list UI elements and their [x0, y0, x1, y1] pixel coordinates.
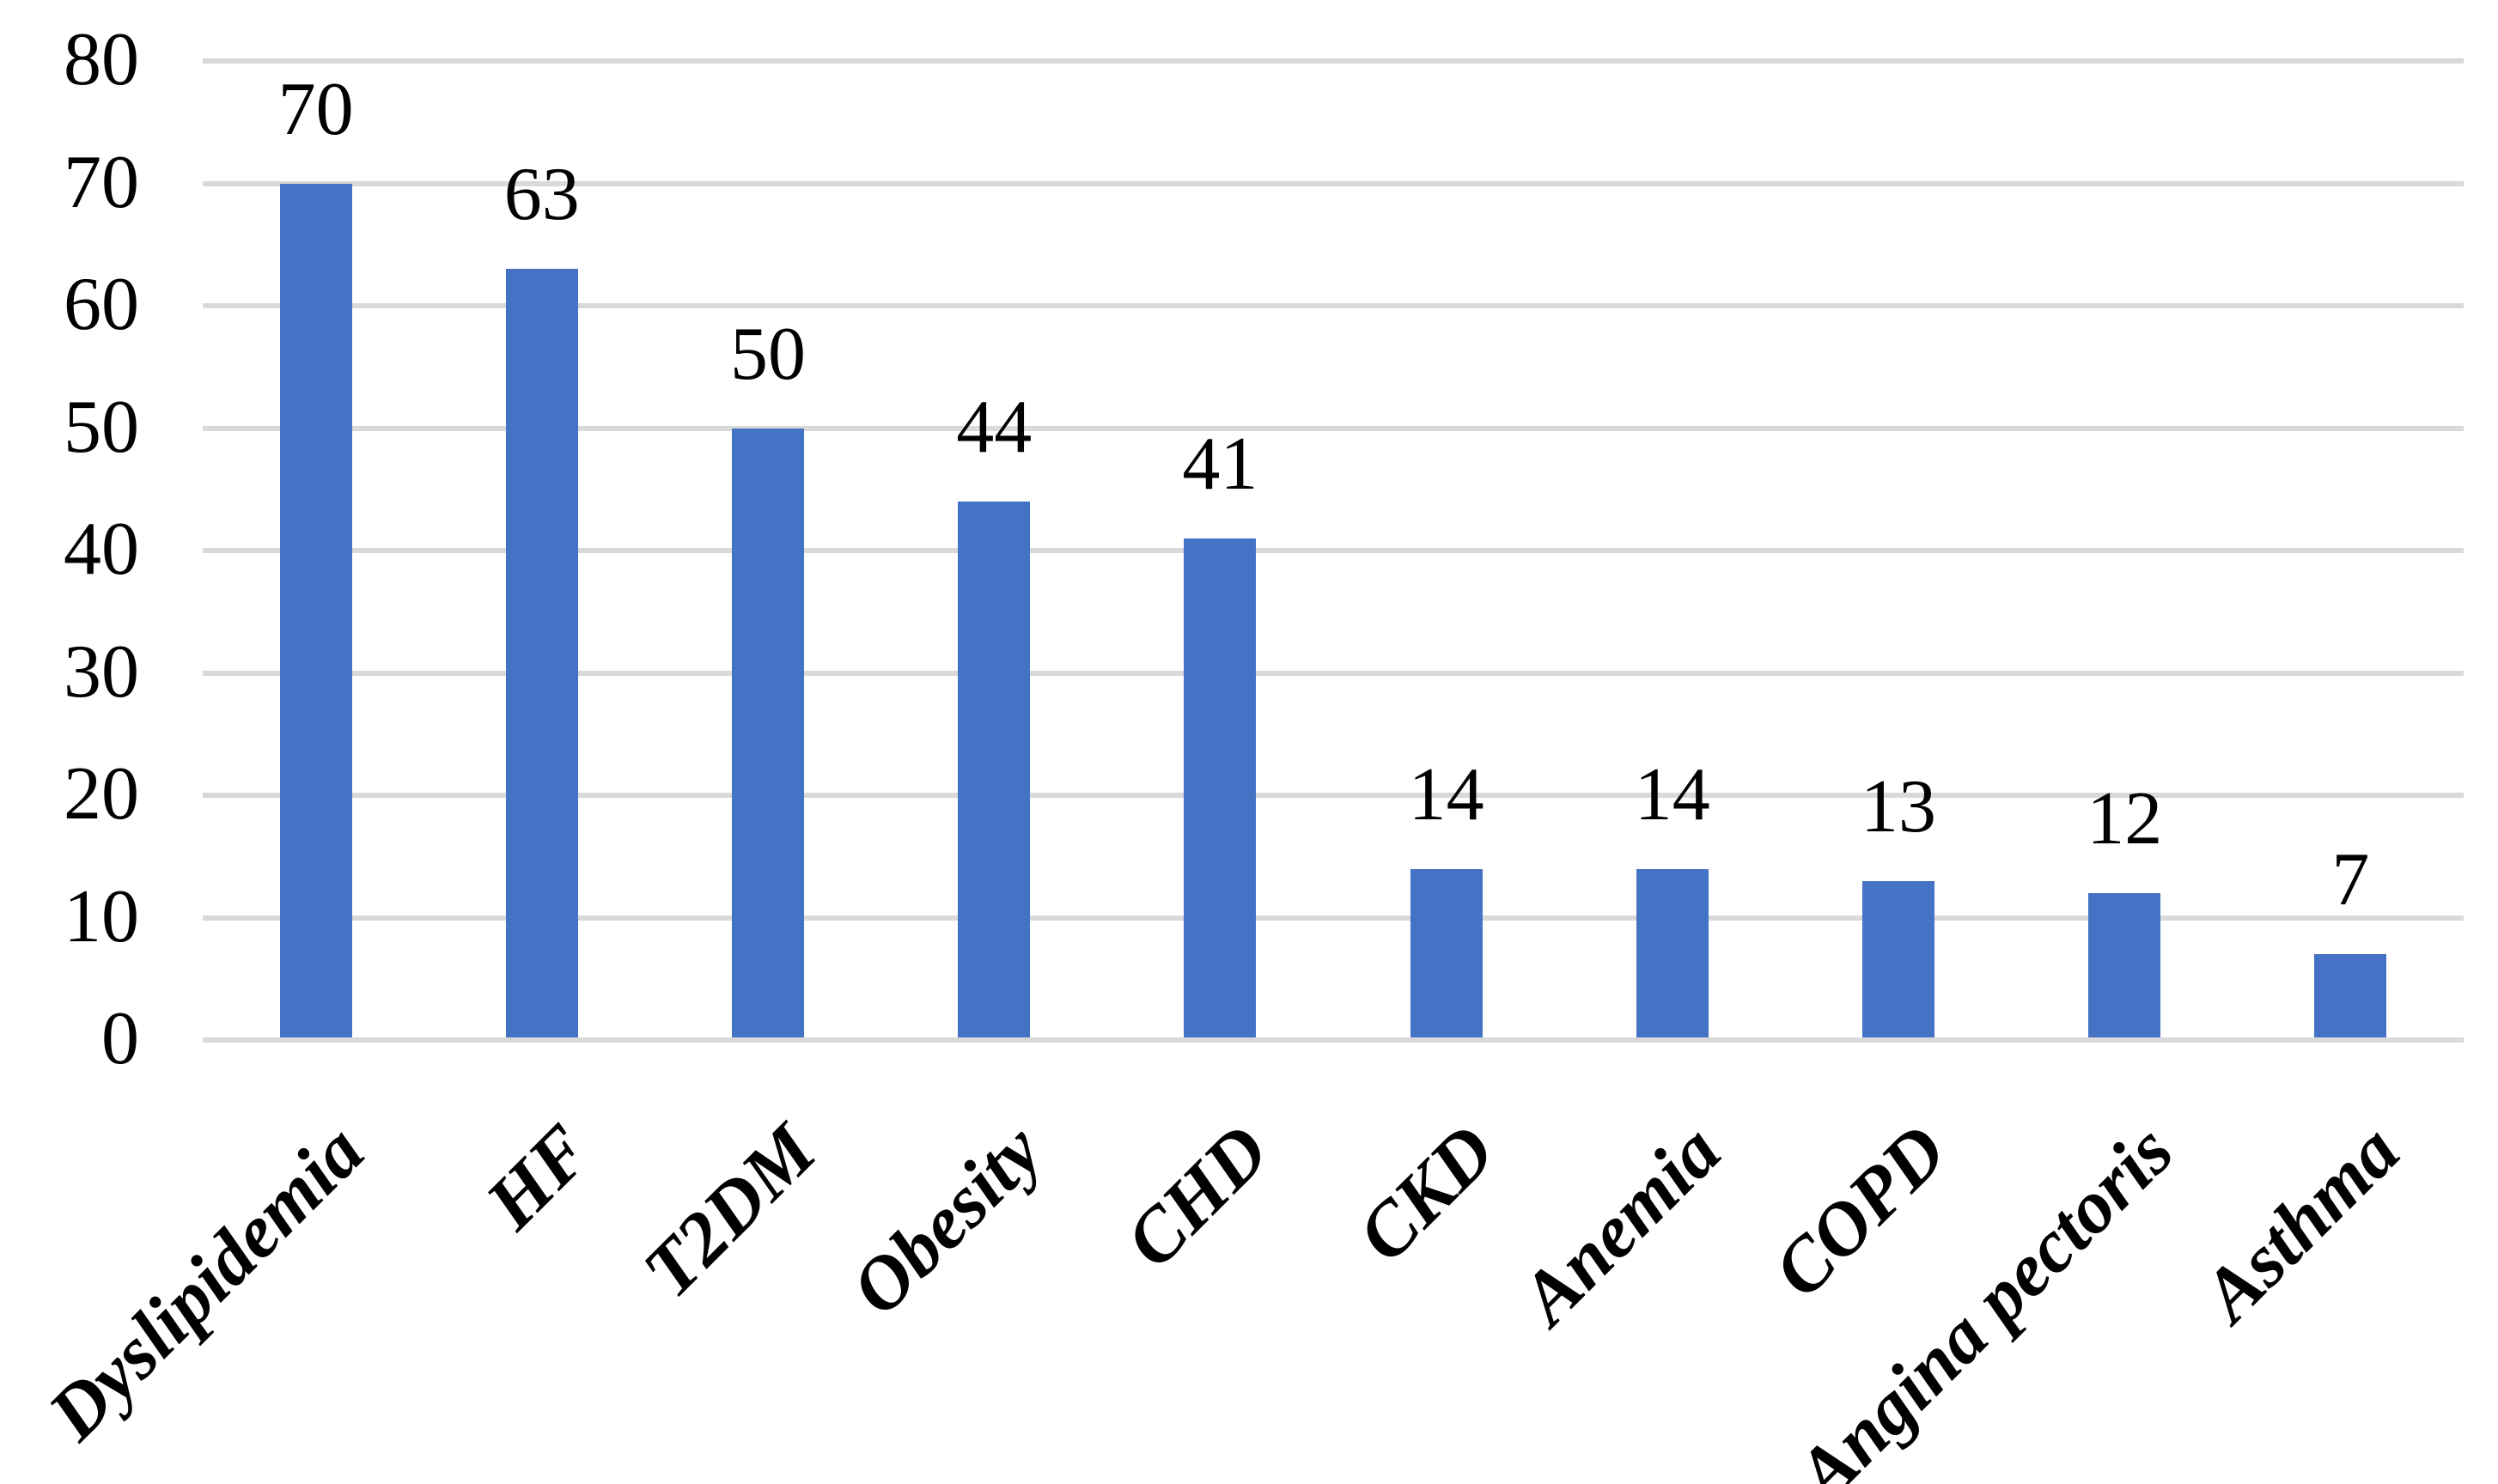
- gridline-20: [203, 793, 2464, 798]
- gridline-40: [203, 548, 2464, 553]
- bar-value-label-obesity: 44: [956, 386, 1033, 469]
- bar-obesity: [958, 502, 1031, 1037]
- y-axis-tick-label-70: 70: [64, 140, 139, 224]
- gridline-30: [203, 670, 2464, 676]
- y-axis-tick-label-40: 40: [64, 508, 139, 591]
- bar-value-label-chd: 41: [1182, 422, 1258, 506]
- gridline-80: [203, 58, 2464, 64]
- category-label-chd: CHD: [1110, 1109, 1285, 1284]
- bar-copd: [1862, 880, 1934, 1037]
- bar-value-label-copd: 13: [1861, 764, 1936, 848]
- category-label-t2dm: T2DM: [628, 1109, 833, 1314]
- bar-value-label-angina-pectoris: 12: [2087, 777, 2163, 861]
- bar-value-label-asthma: 7: [2331, 838, 2370, 922]
- y-axis-tick-label-20: 20: [64, 752, 139, 836]
- y-axis-tick-label-30: 30: [64, 629, 139, 714]
- bar-value-label-t2dm: 50: [730, 312, 806, 396]
- gridline-10: [203, 915, 2464, 921]
- y-axis-tick-label-10: 10: [64, 874, 139, 958]
- category-label-ckd: CKD: [1342, 1109, 1511, 1279]
- category-label-copd: COPD: [1758, 1109, 1964, 1314]
- category-label-dyslipidemia: Dyslipidemia: [33, 1109, 381, 1457]
- y-axis-tick-label-0: 0: [101, 997, 139, 1080]
- category-label-anemia: Anemia: [1505, 1109, 1737, 1341]
- category-label-obesity: Obesity: [836, 1109, 1059, 1332]
- category-label-asthma: Asthma: [2186, 1109, 2416, 1338]
- bar-chd: [1184, 538, 1257, 1037]
- bar-value-label-anemia: 14: [1634, 752, 1710, 836]
- bar-value-label-ckd: 14: [1408, 752, 1484, 836]
- y-axis-tick-label-80: 80: [64, 18, 139, 101]
- gridline-0: [203, 1037, 2464, 1043]
- category-label-hf: HF: [470, 1109, 606, 1245]
- y-axis-tick-label-50: 50: [64, 385, 139, 469]
- bar-ckd: [1410, 868, 1483, 1037]
- bar-dyslipidemia: [279, 183, 352, 1037]
- gridline-60: [203, 303, 2464, 308]
- bar-asthma: [2314, 954, 2387, 1037]
- bar-t2dm: [732, 428, 804, 1037]
- bar-anemia: [1636, 868, 1709, 1037]
- bar-value-label-hf: 63: [503, 153, 580, 237]
- bar-angina-pectoris: [2088, 893, 2161, 1037]
- y-axis-tick-label-60: 60: [64, 263, 139, 346]
- gridline-70: [203, 180, 2464, 186]
- bar-hf: [505, 269, 578, 1037]
- gridline-50: [203, 425, 2464, 431]
- bar-value-label-dyslipidemia: 70: [277, 67, 354, 151]
